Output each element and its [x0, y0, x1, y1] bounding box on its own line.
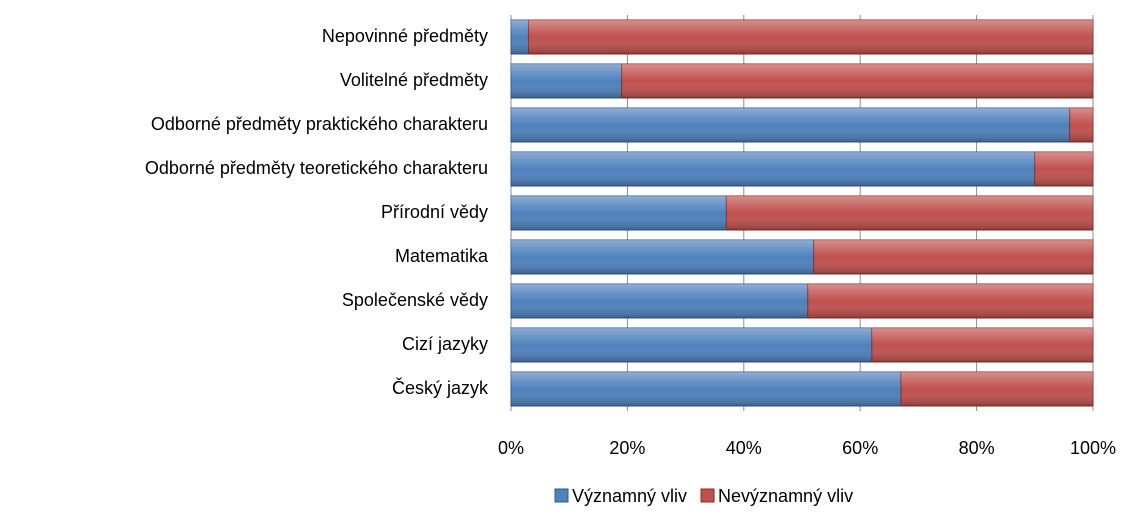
- x-tick-label: 0%: [498, 438, 524, 458]
- legend-swatch: [554, 488, 569, 503]
- bar-shade: [511, 196, 727, 230]
- bar-shade: [528, 20, 1093, 54]
- y-tick-label: Přírodní vědy: [381, 202, 488, 222]
- bar-shade: [511, 240, 814, 274]
- x-tick-label: 100%: [1070, 438, 1116, 458]
- y-tick-label: Společenské vědy: [342, 290, 488, 310]
- x-tick-label: 40%: [726, 438, 762, 458]
- bar-shade: [871, 328, 1093, 362]
- y-tick-label: Matematika: [395, 246, 489, 266]
- bar-shade: [511, 152, 1035, 186]
- bar-shade: [1034, 152, 1093, 186]
- bar-shade: [511, 64, 622, 98]
- bar-shade: [1069, 108, 1093, 142]
- bar-shade: [726, 196, 1093, 230]
- y-tick-label: Český jazyk: [392, 377, 489, 398]
- y-tick-label: Odborné předměty praktického charakteru: [151, 114, 488, 134]
- y-tick-label: Cizí jazyky: [402, 334, 488, 354]
- x-tick-label: 80%: [959, 438, 995, 458]
- bar-shade: [511, 328, 872, 362]
- legend-label: Nevýznamný vliv: [718, 486, 853, 506]
- legend-label: Významný vliv: [572, 486, 687, 506]
- y-tick-label: Odborné předměty teoretického charakteru: [145, 158, 488, 178]
- bar-shade: [511, 372, 901, 406]
- y-tick-label: Nepovinné předměty: [322, 26, 488, 46]
- x-tick-label: 20%: [609, 438, 645, 458]
- x-tick-label: 60%: [842, 438, 878, 458]
- bar-shade: [511, 284, 808, 318]
- bar-shade: [813, 240, 1093, 274]
- y-tick-label: Volitelné předměty: [340, 70, 488, 90]
- legend-swatch: [700, 488, 715, 503]
- bar-shade: [511, 20, 529, 54]
- bar-shade: [621, 64, 1093, 98]
- bar-shade: [807, 284, 1093, 318]
- bar-shade: [511, 108, 1070, 142]
- bar-shade: [900, 372, 1093, 406]
